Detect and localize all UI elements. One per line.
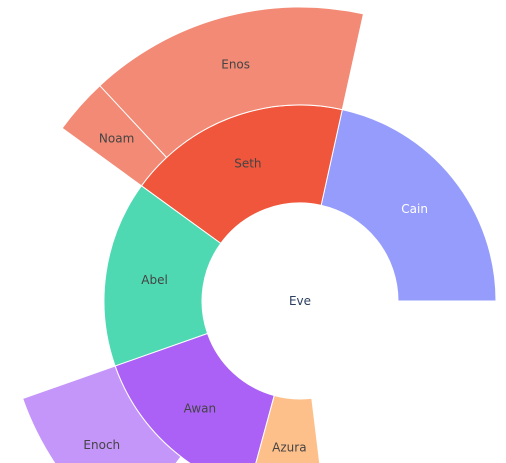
slice-cain[interactable] [320, 109, 497, 302]
slice-enoch[interactable] [22, 365, 182, 463]
sunburst-slices [22, 6, 497, 463]
slice-azura[interactable] [249, 394, 324, 463]
root-label: Eve [289, 294, 311, 308]
slice-abel[interactable] [103, 185, 222, 367]
